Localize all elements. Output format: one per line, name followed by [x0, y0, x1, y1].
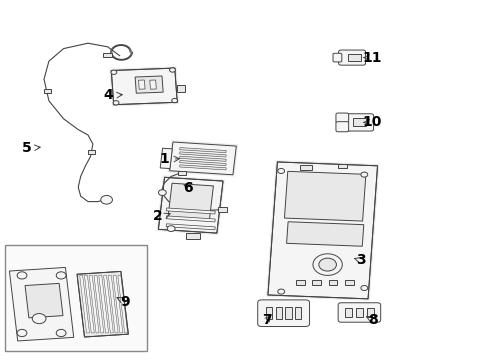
Circle shape — [360, 285, 367, 291]
Polygon shape — [84, 275, 94, 333]
Circle shape — [17, 272, 27, 279]
Polygon shape — [166, 216, 215, 222]
Text: 3: 3 — [355, 253, 365, 267]
Bar — [344, 280, 353, 285]
Bar — [299, 165, 311, 170]
Text: 7: 7 — [261, 313, 271, 327]
Polygon shape — [94, 275, 103, 333]
Bar — [44, 89, 51, 93]
Circle shape — [171, 98, 177, 103]
Circle shape — [167, 226, 175, 231]
Polygon shape — [286, 222, 363, 246]
Circle shape — [277, 289, 284, 294]
FancyBboxPatch shape — [345, 114, 373, 131]
Bar — [218, 207, 226, 212]
Bar — [352, 118, 366, 126]
Circle shape — [360, 172, 367, 177]
Circle shape — [17, 329, 27, 337]
Polygon shape — [9, 267, 74, 341]
Bar — [103, 53, 112, 57]
Bar — [328, 280, 337, 285]
Bar — [5, 245, 146, 351]
Polygon shape — [179, 161, 226, 166]
Bar — [285, 307, 291, 319]
Polygon shape — [168, 183, 213, 220]
Polygon shape — [118, 275, 127, 333]
Bar — [366, 308, 373, 317]
Circle shape — [312, 254, 342, 275]
FancyBboxPatch shape — [335, 113, 348, 123]
Polygon shape — [25, 283, 63, 318]
Circle shape — [169, 68, 175, 72]
Text: 10: 10 — [362, 116, 382, 129]
Bar — [294, 307, 301, 319]
Polygon shape — [166, 224, 215, 230]
Bar — [337, 164, 346, 168]
Polygon shape — [113, 275, 122, 333]
Polygon shape — [179, 148, 226, 153]
Circle shape — [111, 70, 117, 75]
Circle shape — [56, 272, 66, 279]
Polygon shape — [284, 171, 365, 221]
Text: 4: 4 — [103, 89, 113, 102]
Text: 6: 6 — [183, 181, 193, 195]
Circle shape — [101, 195, 112, 204]
Circle shape — [113, 101, 119, 105]
Polygon shape — [166, 208, 215, 214]
Circle shape — [158, 190, 166, 195]
Text: 5: 5 — [22, 141, 32, 154]
Bar — [296, 280, 305, 285]
Circle shape — [277, 168, 284, 174]
Polygon shape — [80, 275, 89, 333]
Polygon shape — [111, 68, 177, 105]
Bar — [185, 233, 200, 239]
FancyBboxPatch shape — [338, 50, 365, 65]
Bar — [88, 150, 95, 154]
Polygon shape — [135, 76, 163, 93]
FancyBboxPatch shape — [257, 300, 309, 327]
Polygon shape — [179, 165, 226, 170]
Bar — [275, 307, 281, 319]
Polygon shape — [108, 275, 118, 333]
FancyBboxPatch shape — [335, 122, 348, 132]
Circle shape — [318, 258, 336, 271]
Bar — [345, 308, 351, 317]
Polygon shape — [103, 275, 113, 333]
FancyBboxPatch shape — [338, 303, 380, 322]
FancyBboxPatch shape — [332, 53, 341, 62]
Text: 11: 11 — [362, 51, 382, 64]
Circle shape — [32, 314, 46, 324]
Polygon shape — [179, 152, 226, 157]
Text: 2: 2 — [152, 209, 162, 223]
Polygon shape — [138, 80, 145, 89]
Text: 9: 9 — [120, 295, 129, 309]
Bar — [260, 302, 306, 325]
Bar — [355, 308, 362, 317]
Polygon shape — [267, 162, 377, 299]
Polygon shape — [89, 275, 99, 333]
Bar — [177, 85, 184, 92]
Polygon shape — [149, 80, 156, 89]
Text: 8: 8 — [367, 313, 377, 327]
Bar — [177, 171, 186, 175]
Text: 1: 1 — [159, 152, 168, 166]
Polygon shape — [158, 177, 223, 233]
Polygon shape — [99, 275, 108, 333]
Bar — [265, 307, 271, 319]
Polygon shape — [77, 271, 128, 337]
Circle shape — [56, 329, 66, 337]
Polygon shape — [160, 148, 172, 168]
Polygon shape — [179, 156, 226, 161]
Bar — [347, 54, 360, 61]
Bar — [312, 280, 321, 285]
Polygon shape — [169, 142, 236, 175]
